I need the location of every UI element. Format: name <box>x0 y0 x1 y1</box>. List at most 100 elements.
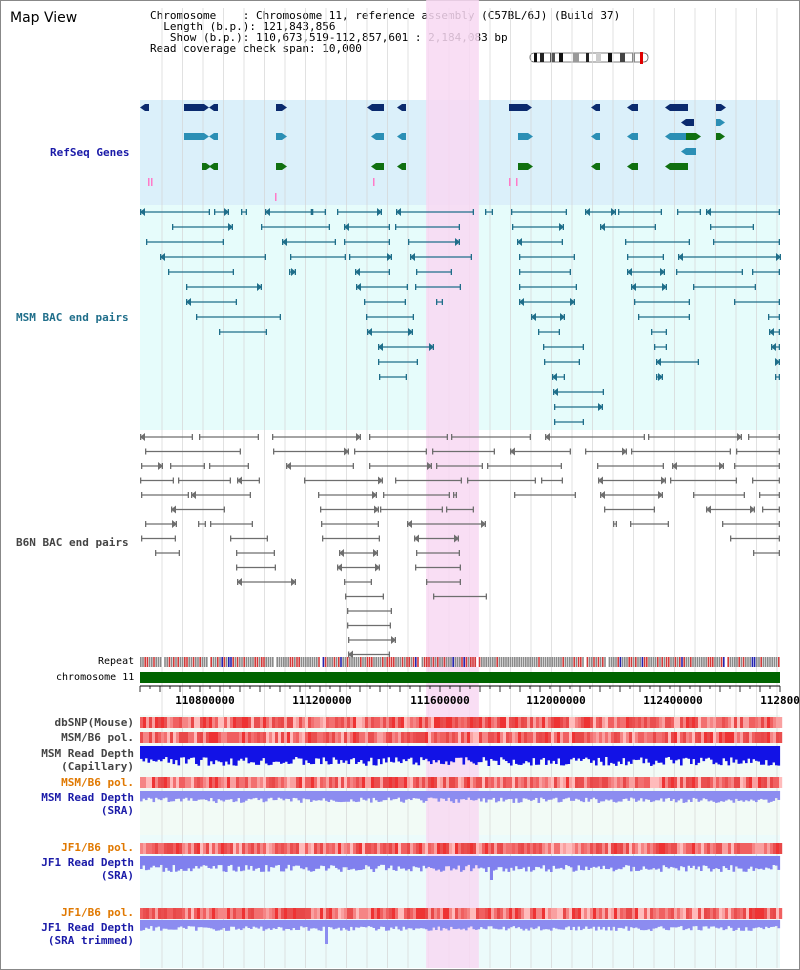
jf1-depth-sra-bars[interactable] <box>140 856 781 880</box>
refseq-gene[interactable] <box>397 104 406 111</box>
bac-end-pair[interactable] <box>178 477 231 484</box>
bac-end-pair[interactable] <box>219 329 267 335</box>
bac-end-pair[interactable] <box>677 209 701 215</box>
bac-end-pair[interactable] <box>383 492 450 498</box>
bac-end-pair[interactable] <box>349 253 392 261</box>
bac-end-pair[interactable] <box>337 208 382 216</box>
bac-end-pair[interactable] <box>273 447 349 456</box>
refseq-gene[interactable] <box>397 163 406 170</box>
refseq-gene[interactable] <box>184 133 209 140</box>
dbsnp-strip[interactable] <box>140 717 783 728</box>
bac-end-pair[interactable] <box>369 434 448 440</box>
bac-end-pair[interactable] <box>436 299 443 305</box>
bac-end-pair[interactable] <box>670 477 737 484</box>
bac-end-pair[interactable] <box>538 329 560 335</box>
bac-end-pair[interactable] <box>634 299 690 305</box>
refseq-gene[interactable] <box>209 133 218 140</box>
bac-end-pair[interactable] <box>656 358 699 366</box>
msm-b6-pol-strip-2[interactable] <box>140 777 783 788</box>
bac-end-pair[interactable] <box>282 238 336 246</box>
bac-end-pair[interactable] <box>145 448 241 455</box>
refseq-gene[interactable] <box>681 148 696 155</box>
refseq-gene[interactable] <box>716 133 725 140</box>
bac-end-pair[interactable] <box>736 448 780 455</box>
refseq-gene[interactable] <box>397 133 406 140</box>
bac-end-pair[interactable] <box>379 374 407 380</box>
jf1-depth-trimmed-bars[interactable] <box>140 920 781 944</box>
bac-end-pair[interactable] <box>289 268 296 276</box>
bac-end-pair[interactable] <box>598 476 666 485</box>
bac-end-pair[interactable] <box>625 239 690 245</box>
bac-end-pair[interactable] <box>676 269 743 275</box>
bac-end-pair[interactable] <box>759 492 780 498</box>
jf1-b6-pol-strip[interactable] <box>140 843 783 854</box>
bac-end-pair[interactable] <box>396 208 474 216</box>
bac-end-pair[interactable] <box>519 254 575 260</box>
refseq-track[interactable] <box>140 104 726 201</box>
bac-end-pair[interactable] <box>630 521 669 527</box>
bac-end-pair[interactable] <box>237 578 296 586</box>
bac-end-pair[interactable] <box>730 535 780 542</box>
bac-end-pair[interactable] <box>553 388 604 396</box>
bac-end-pair[interactable] <box>395 224 460 230</box>
bac-end-pair[interactable] <box>693 492 745 498</box>
refseq-gene[interactable] <box>367 104 384 111</box>
bac-end-pair[interactable] <box>196 314 281 320</box>
refseq-gene[interactable] <box>716 104 726 111</box>
bac-end-pair[interactable] <box>710 224 754 230</box>
bac-end-pair[interactable] <box>453 492 457 498</box>
refseq-gene[interactable] <box>681 119 694 126</box>
bac-end-pair[interactable] <box>768 314 780 320</box>
bac-end-pair[interactable] <box>344 223 390 231</box>
bac-end-pair[interactable] <box>648 433 742 441</box>
bac-end-pair[interactable] <box>762 506 780 513</box>
bac-end-pair[interactable] <box>198 521 206 527</box>
bac-end-pair[interactable] <box>364 299 406 305</box>
bac-end-pair[interactable] <box>265 208 312 216</box>
bac-end-pair[interactable] <box>209 463 249 469</box>
refseq-gene[interactable] <box>371 133 384 140</box>
bac-end-pair[interactable] <box>597 463 664 469</box>
bac-end-pair[interactable] <box>713 239 780 245</box>
bac-end-pair[interactable] <box>613 521 617 527</box>
refseq-gene[interactable] <box>627 133 638 140</box>
bac-end-pair[interactable] <box>517 238 563 246</box>
refseq-gene[interactable] <box>665 163 688 170</box>
bac-end-pair[interactable] <box>141 492 189 498</box>
bac-end-pair[interactable] <box>290 254 346 260</box>
bac-end-pair[interactable] <box>436 463 483 469</box>
bac-end-pair[interactable] <box>752 477 780 484</box>
refseq-gene[interactable] <box>591 133 600 140</box>
bac-end-pair[interactable] <box>408 238 460 246</box>
bac-end-pair[interactable] <box>230 535 268 542</box>
bac-end-pair[interactable] <box>618 209 662 215</box>
bac-end-pair[interactable] <box>407 520 486 528</box>
bac-end-pair[interactable] <box>214 208 229 216</box>
refseq-gene[interactable] <box>202 163 211 170</box>
refseq-gene[interactable] <box>209 104 218 111</box>
bac-end-pair[interactable] <box>654 344 667 350</box>
bac-end-pair[interactable] <box>544 359 580 365</box>
bac-end-pair[interactable] <box>380 506 443 513</box>
bac-end-pair[interactable] <box>487 463 562 469</box>
bac-end-pair[interactable] <box>545 433 645 441</box>
chromosome-bar[interactable] <box>140 672 780 683</box>
bac-end-pair[interactable] <box>734 299 780 305</box>
bac-end-pair[interactable] <box>286 462 354 470</box>
bac-end-pair[interactable] <box>631 283 667 291</box>
bac-end-pair[interactable] <box>552 373 565 381</box>
refseq-gene[interactable] <box>665 104 688 111</box>
bac-end-pair[interactable] <box>140 208 210 216</box>
refseq-gene[interactable] <box>627 104 638 111</box>
refseq-gene[interactable] <box>509 104 532 111</box>
bac-end-pair[interactable] <box>366 314 414 320</box>
bac-end-pair[interactable] <box>514 492 576 498</box>
bac-end-pair[interactable] <box>656 373 663 381</box>
bac-end-pair[interactable] <box>467 477 536 484</box>
bac-end-pair[interactable] <box>416 550 460 556</box>
bac-end-pair[interactable] <box>519 269 571 275</box>
bac-end-pair[interactable] <box>638 314 690 320</box>
bac-end-pair[interactable] <box>748 434 780 440</box>
bac-end-pair[interactable] <box>347 622 391 629</box>
bac-end-pair[interactable] <box>170 463 205 469</box>
